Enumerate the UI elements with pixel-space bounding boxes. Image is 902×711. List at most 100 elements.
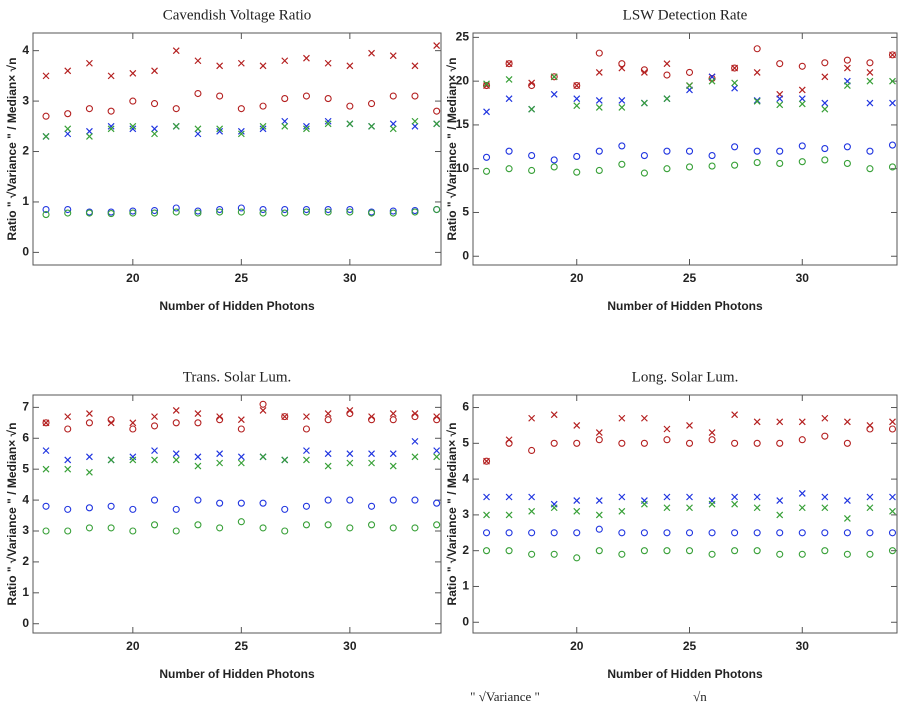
marker-o: [798, 62, 806, 70]
marker-x: [866, 77, 874, 85]
data-point: [482, 167, 491, 175]
data-point: [866, 425, 874, 433]
marker-x: [86, 132, 93, 140]
marker-o: [550, 73, 558, 81]
data-point: [85, 419, 93, 427]
marker-o: [302, 502, 310, 510]
marker-x: [550, 90, 558, 98]
marker-x: [237, 453, 245, 461]
data-point: [731, 411, 739, 419]
marker-x: [821, 73, 829, 81]
data-point: [389, 52, 397, 60]
marker-x: [389, 52, 397, 60]
marker-o: [129, 97, 137, 105]
data-point: [528, 493, 536, 501]
data-point: [302, 205, 310, 214]
marker-x: [573, 95, 581, 103]
data-point: [866, 59, 874, 67]
data-point: [281, 117, 289, 125]
data-point: [324, 521, 332, 529]
x-axis-label: Number of Hidden Photons: [607, 667, 763, 681]
y-axis-label: Ratio " √Variance " / Median× √n: [445, 423, 459, 606]
marker-o: [663, 165, 671, 173]
x-tick-label: 20: [570, 271, 584, 285]
data-point: [708, 500, 716, 508]
marker-o: [573, 439, 581, 447]
marker-o: [389, 416, 397, 424]
marker-o: [172, 204, 180, 212]
marker-x: [528, 414, 536, 422]
marker-x: [753, 418, 761, 426]
y-tick-label: 10: [456, 161, 470, 175]
marker-x: [129, 122, 137, 130]
data-point: [776, 159, 784, 167]
marker-o: [172, 419, 180, 427]
marker-x: [505, 436, 513, 444]
marker-x: [194, 462, 202, 470]
marker-o: [237, 499, 245, 507]
marker-o: [505, 547, 513, 555]
marker-x: [889, 77, 896, 85]
marker-o: [731, 529, 739, 537]
marker-o: [798, 142, 806, 150]
data-point: [889, 418, 896, 426]
marker-o: [259, 102, 267, 110]
data-point: [528, 81, 536, 90]
marker-x: [237, 59, 245, 67]
marker-o: [776, 147, 784, 155]
data-point: [172, 450, 180, 458]
marker-x: [237, 416, 245, 424]
marker-o: [708, 529, 716, 537]
data-point: [411, 496, 419, 504]
data-point: [411, 437, 419, 445]
data-point: [753, 418, 761, 426]
data-point: [753, 529, 761, 537]
data-point: [433, 453, 441, 461]
marker-x: [107, 125, 115, 133]
marker-x: [151, 447, 158, 455]
data-point: [64, 130, 72, 138]
data-point: [150, 496, 159, 504]
data-point: [433, 107, 441, 115]
data-point: [129, 425, 137, 433]
marker-x: [411, 437, 419, 445]
data-point: [640, 99, 648, 107]
data-point: [640, 414, 648, 422]
marker-o: [550, 156, 558, 164]
data-point: [550, 163, 558, 171]
marker-o: [302, 425, 310, 433]
data-point: [866, 504, 874, 512]
data-point: [237, 130, 245, 138]
marker-x: [843, 82, 851, 89]
marker-o: [42, 527, 50, 535]
data-point: [346, 496, 354, 504]
marker-o: [595, 547, 603, 555]
marker-x: [866, 99, 874, 107]
data-point: [389, 462, 397, 470]
marker-o: [595, 525, 603, 533]
marker-o: [505, 439, 513, 447]
marker-x: [550, 411, 558, 419]
data-point: [129, 453, 137, 461]
data-point: [595, 547, 603, 555]
data-point: [368, 122, 375, 130]
data-point: [708, 429, 716, 437]
marker-x: [86, 468, 93, 476]
data-point: [368, 459, 375, 467]
marker-o: [776, 60, 784, 68]
marker-o: [821, 59, 829, 67]
marker-x: [889, 418, 896, 426]
data-point: [129, 97, 137, 105]
data-point: [411, 117, 419, 125]
x-tick-label: 30: [343, 271, 357, 285]
marker-o: [550, 163, 558, 171]
marker-o: [731, 143, 739, 151]
data-point: [86, 132, 93, 140]
data-point: [389, 120, 397, 128]
marker-x: [281, 122, 289, 130]
marker-x: [731, 411, 739, 419]
marker-x: [708, 429, 716, 437]
data-point: [528, 166, 536, 174]
marker-o: [150, 100, 159, 108]
marker-x: [172, 456, 180, 464]
